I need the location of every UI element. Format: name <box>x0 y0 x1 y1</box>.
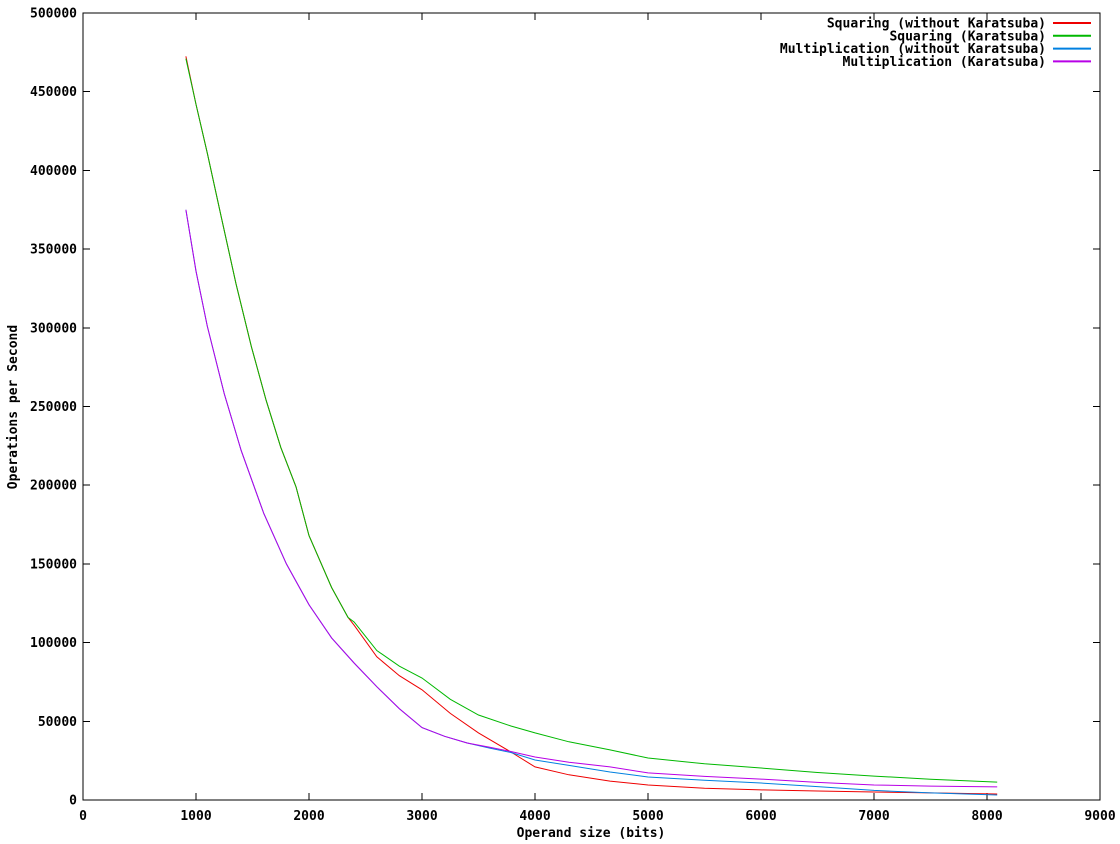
plot-border <box>82 12 1101 801</box>
series-line <box>185 209 998 796</box>
y-tick-label: 0 <box>69 794 77 809</box>
y-tick-label: 500000 <box>30 7 77 22</box>
axes: 0 1000 2000 3000 4000 5000 6000 7000 8000 9000 0 50… <box>30 7 1116 825</box>
series-lines <box>185 56 998 796</box>
legend-label: Squaring (without Karatsuba) <box>827 17 1046 32</box>
x-tick-label: 9000 <box>1084 809 1115 824</box>
x-tick-label: 0 <box>79 809 87 824</box>
x-tick-label: 6000 <box>745 809 776 824</box>
x-axis-title: Operand size (bits) <box>517 826 666 840</box>
y-tick-label: 150000 <box>30 557 77 572</box>
x-tick-label: 8000 <box>971 809 1002 824</box>
y-tick-label: 300000 <box>30 321 77 336</box>
x-tick-label: 5000 <box>632 809 663 824</box>
series-line <box>185 56 998 795</box>
series-line <box>185 58 998 783</box>
legend-label: Multiplication (Karatsuba) <box>843 55 1047 70</box>
y-tick-label: 400000 <box>30 164 77 179</box>
y-tick-label: 450000 <box>30 85 77 100</box>
x-tick-label: 3000 <box>406 809 437 824</box>
legend-label: Squaring (Karatsuba) <box>889 29 1046 44</box>
y-tick-label: 250000 <box>30 400 77 415</box>
y-tick-label: 100000 <box>30 636 77 651</box>
legend: Squaring (without Karatsuba)Squaring (Ka… <box>780 17 1091 70</box>
legend-label: Multiplication (without Karatsuba) <box>780 42 1046 57</box>
y-axis-title: Operations per Second <box>6 325 21 489</box>
x-tick-label: 2000 <box>293 809 324 824</box>
x-tick-label: 1000 <box>180 809 211 824</box>
y-tick-label: 200000 <box>30 479 77 494</box>
x-tick-label: 4000 <box>519 809 550 824</box>
y-tick-label: 350000 <box>30 243 77 258</box>
y-tick-label: 50000 <box>38 715 77 730</box>
x-tick-label: 7000 <box>858 809 889 824</box>
series-line <box>185 209 998 788</box>
